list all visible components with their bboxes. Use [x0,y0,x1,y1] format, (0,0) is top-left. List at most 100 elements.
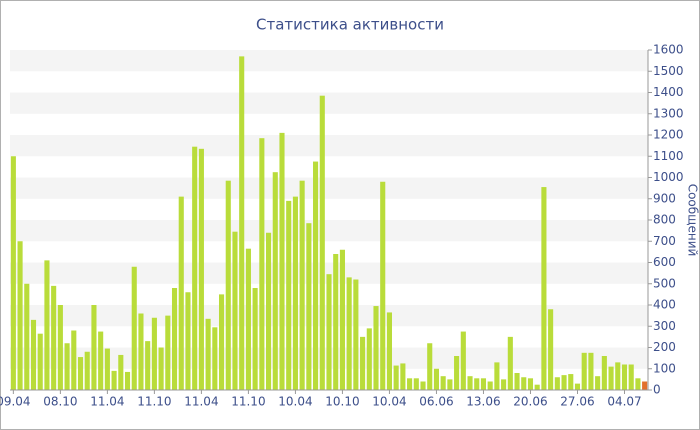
grid-band [10,92,648,114]
x-tick-label: 10.04 [372,395,406,409]
chart-title: Статистика активности [256,16,444,34]
bar [77,357,84,390]
bar [292,196,298,390]
x-tick-label: 13.06 [466,395,500,409]
bar [171,288,178,390]
bar [521,377,527,390]
y-tick-label: 1400 [653,85,684,99]
bar [548,309,554,390]
bar [259,138,265,390]
bar [541,187,547,390]
y-tick-label: 800 [653,213,676,227]
bar [124,371,131,390]
y-tick-label: 900 [653,191,676,205]
bar [185,292,191,390]
bar [10,156,16,390]
bar [621,364,628,390]
bar [353,279,359,390]
y-tick-label: 1300 [653,106,684,120]
bar [628,364,634,390]
bar [91,305,97,390]
x-tick-label: 08.10 [43,395,77,409]
bar [319,95,325,390]
bar [527,378,534,390]
bar [158,347,164,390]
bar [232,231,238,390]
bar [138,313,144,390]
bar [245,248,251,390]
bar [386,312,392,390]
bar [467,376,473,390]
y-tick-label: 1500 [653,64,684,78]
bar [165,315,171,390]
bar [266,232,272,390]
bar [507,336,513,390]
x-tick-label: 11.04 [90,395,124,409]
bar [608,366,614,390]
bar [568,374,574,390]
x-tick-label: 10.04 [278,395,312,409]
bar [554,377,560,390]
bar [380,181,386,390]
bar [239,56,245,390]
bar [198,148,204,390]
bar [346,277,352,390]
bar [84,351,90,390]
bar [460,331,466,390]
grid-band [10,262,648,284]
y-tick-label: 1600 [653,43,684,57]
bar [37,333,43,390]
grid-band [10,135,648,157]
y-tick-label: 700 [653,234,676,248]
bar [642,381,648,390]
grid-band [10,50,648,72]
bar [225,180,231,390]
bar [440,376,446,390]
bar [534,384,540,390]
bar [601,356,607,390]
bar [427,343,433,390]
bar [313,161,319,390]
bar [615,362,621,390]
x-tick-label: 10.10 [325,395,359,409]
bar [104,348,110,390]
grid-band [10,177,648,199]
bar [192,146,198,390]
bar [205,318,211,390]
bar [360,336,366,390]
bar [333,254,339,390]
y-tick-label: 500 [653,276,676,290]
bar [306,223,312,390]
bar [252,288,258,390]
bar [420,381,426,390]
bar [400,363,406,390]
bar [454,356,460,390]
bar [30,319,37,390]
bar [635,378,641,390]
bar [487,381,493,390]
bar [17,241,23,390]
x-tick-label: 04.07 [607,395,641,409]
bar [595,376,601,390]
y-tick-label: 300 [653,319,676,333]
bar [413,378,419,390]
bar [286,200,292,390]
bar [299,180,305,390]
bar [373,306,379,390]
y-tick-label: 400 [653,298,676,312]
x-tick-label: 11.10 [231,395,265,409]
bar [279,132,285,390]
bar [326,274,332,390]
bar [433,368,440,390]
y-tick-label: 200 [653,340,676,354]
bar [494,362,500,390]
y-tick-label: 0 [653,383,661,397]
x-tick-label: 11.04 [184,395,218,409]
bar [514,373,520,390]
bar [151,317,157,390]
x-tick-label: 09.04 [0,395,31,409]
bar [366,328,372,390]
bar [272,172,278,390]
bar [98,331,104,390]
bar [588,352,594,390]
